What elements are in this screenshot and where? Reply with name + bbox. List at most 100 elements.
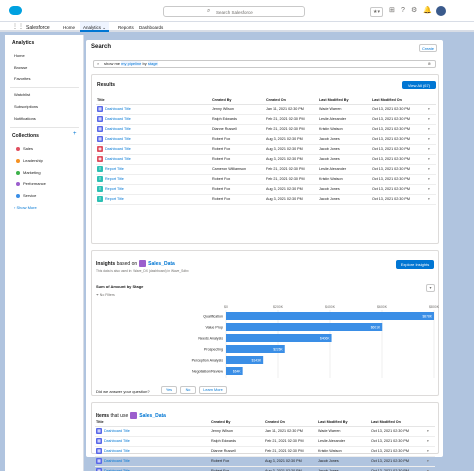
item-title-link[interactable]: Dashboard Title bbox=[105, 146, 131, 151]
item-title-link[interactable]: Dashboard Title bbox=[105, 136, 131, 141]
table-row[interactable]: ≡ Report Title Robert Fox Aug 3, 2021 02:30… bbox=[96, 184, 436, 195]
col-title[interactable]: Title bbox=[96, 96, 211, 105]
row-actions-chevron-down-icon[interactable]: ▾ bbox=[427, 124, 436, 135]
chart-menu-chevron-down-icon[interactable]: ▾ bbox=[426, 284, 435, 292]
col-modified-on[interactable]: Last Modified On bbox=[370, 418, 426, 427]
row-actions-chevron-down-icon[interactable]: ▾ bbox=[427, 184, 436, 195]
item-title-link[interactable]: Dashboard Title bbox=[105, 156, 131, 161]
tab-analytics[interactable]: Analytics ⌄ bbox=[80, 22, 110, 32]
item-title-link[interactable]: Report Title bbox=[105, 166, 124, 171]
favorites-icon[interactable]: ★▾ bbox=[370, 7, 383, 17]
col-created-by[interactable]: Created By bbox=[211, 96, 265, 105]
chevron-down-icon[interactable]: ⌄ bbox=[102, 24, 107, 30]
item-title-link[interactable]: Dashboard Title bbox=[104, 438, 130, 443]
app-launcher-icon[interactable]: ⋮⋮ bbox=[12, 24, 24, 30]
query-token-pipeline[interactable]: my pipeline bbox=[121, 61, 142, 66]
row-actions-chevron-down-icon[interactable]: ▾ bbox=[426, 446, 435, 457]
title-cell[interactable]: ▦ Dashboard Title bbox=[96, 104, 211, 115]
sidebar-item-watchlist[interactable]: Watchlist bbox=[14, 92, 31, 97]
row-actions-chevron-down-icon[interactable]: ▾ bbox=[426, 456, 435, 467]
title-cell[interactable]: ▦ Dashboard Title bbox=[95, 436, 210, 447]
item-title-link[interactable]: Report Title bbox=[105, 186, 124, 191]
collection-performance[interactable]: Performance bbox=[16, 181, 46, 186]
feedback-no-button[interactable]: No bbox=[180, 386, 196, 394]
title-cell[interactable]: ≡ Report Title bbox=[96, 164, 211, 175]
row-actions-chevron-down-icon[interactable]: ▾ bbox=[427, 194, 436, 205]
sidebar-item-subscriptions[interactable]: Subscriptions bbox=[14, 104, 39, 109]
bar[interactable] bbox=[226, 334, 332, 342]
title-cell[interactable]: ≡ Report Title bbox=[96, 174, 211, 185]
feedback-yes-button[interactable]: Yes bbox=[161, 386, 177, 394]
avatar[interactable] bbox=[436, 6, 446, 16]
title-cell[interactable]: ◉ Dashboard Title bbox=[96, 144, 211, 155]
salesforce-logo[interactable] bbox=[9, 6, 22, 15]
title-cell[interactable]: ▦ Dashboard Title bbox=[95, 456, 210, 467]
table-row[interactable]: ≡ Report Title Robert Fox Aug 3, 2021 02:30… bbox=[96, 194, 436, 205]
row-actions-chevron-down-icon[interactable]: ▾ bbox=[427, 134, 436, 145]
show-more-link[interactable]: › Show More bbox=[14, 205, 37, 210]
item-title-link[interactable]: Dashboard Title bbox=[105, 106, 131, 111]
title-cell[interactable]: ▦ Dashboard Title bbox=[95, 426, 210, 437]
sidebar-item-favorites[interactable]: Favorites bbox=[14, 76, 31, 81]
bar[interactable] bbox=[226, 367, 243, 375]
tab-dashboards[interactable]: Dashboards bbox=[139, 24, 164, 30]
row-actions-chevron-down-icon[interactable]: ▾ bbox=[427, 174, 436, 185]
table-row[interactable]: ▦ Dashboard Title Dianne Russell Feb 21, 20… bbox=[96, 124, 436, 135]
explore-insights-button[interactable]: Explore Insights bbox=[396, 260, 434, 269]
item-title-link[interactable]: Dashboard Title bbox=[104, 458, 130, 463]
clear-icon[interactable]: ⊗ bbox=[427, 61, 431, 66]
title-cell[interactable]: ▦ Dashboard Title bbox=[95, 446, 210, 457]
row-actions-chevron-down-icon[interactable]: ▾ bbox=[426, 436, 435, 447]
help-icon[interactable]: ? bbox=[401, 7, 405, 14]
item-title-link[interactable]: Dashboard Title bbox=[104, 428, 130, 433]
add-icon[interactable]: ⊞ bbox=[389, 7, 395, 14]
col-modified-by[interactable]: Last Modified By bbox=[318, 96, 371, 105]
row-actions-chevron-down-icon[interactable]: ▾ bbox=[426, 466, 435, 471]
item-title-link[interactable]: Report Title bbox=[105, 196, 124, 201]
item-title-link[interactable]: Report Title bbox=[105, 176, 124, 181]
table-row[interactable]: ▦ Dashboard Title Jenny Wilson Jan 11, 2021… bbox=[95, 426, 435, 437]
dataset-link[interactable]: Sales_Data bbox=[148, 260, 175, 267]
title-cell[interactable]: ≡ Report Title bbox=[96, 184, 211, 195]
bar[interactable] bbox=[226, 312, 434, 320]
table-row[interactable]: ▦ Dashboard Title Robert Fox Aug 3, 2021 02… bbox=[95, 456, 435, 467]
table-row[interactable]: ≡ Report Title Cameron Williamson Feb 21, 2… bbox=[96, 164, 436, 175]
global-search-input[interactable]: ⌕ Search Salesforce bbox=[163, 6, 305, 17]
col-title[interactable]: Title bbox=[95, 418, 210, 427]
row-actions-chevron-down-icon[interactable]: ▾ bbox=[427, 154, 436, 165]
add-collection-icon[interactable]: + bbox=[73, 131, 77, 137]
title-cell[interactable]: ▦ Dashboard Title bbox=[96, 134, 211, 145]
title-cell[interactable]: ◉ Dashboard Title bbox=[96, 154, 211, 165]
bar[interactable] bbox=[226, 323, 383, 331]
learn-more-button[interactable]: Learn More bbox=[199, 386, 227, 394]
row-actions-chevron-down-icon[interactable]: ▾ bbox=[427, 114, 436, 125]
setup-icon[interactable]: ⚙ bbox=[411, 7, 418, 14]
table-row[interactable]: ▦ Dashboard Title Robert Fox Aug 3, 2021 02… bbox=[96, 134, 436, 145]
table-row[interactable]: ▦ Dashboard Title Dianne Russell Feb 21, 20… bbox=[95, 446, 435, 457]
table-row[interactable]: ◉ Dashboard Title Robert Fox Aug 3, 2021 02… bbox=[96, 154, 436, 165]
collection-marketing[interactable]: Marketing bbox=[16, 170, 41, 175]
row-actions-chevron-down-icon[interactable]: ▾ bbox=[426, 426, 435, 437]
title-cell[interactable]: ▦ Dashboard Title bbox=[96, 124, 211, 135]
table-row[interactable]: ▦ Dashboard Title Ralph Edwards Feb 21, 202… bbox=[96, 114, 436, 125]
sidebar-item-browse[interactable]: Browse bbox=[14, 65, 28, 70]
item-title-link[interactable]: Dashboard Title bbox=[104, 468, 130, 471]
create-button[interactable]: Create bbox=[419, 44, 437, 52]
bar[interactable] bbox=[226, 356, 264, 364]
collection-service[interactable]: Service bbox=[16, 193, 36, 198]
col-created-on[interactable]: Created On bbox=[264, 418, 317, 427]
col-created-by[interactable]: Created By bbox=[210, 418, 264, 427]
collection-leadership[interactable]: Leadership bbox=[16, 158, 43, 163]
dataset-link[interactable]: Sales_Data bbox=[139, 412, 166, 419]
item-title-link[interactable]: Dashboard Title bbox=[104, 448, 130, 453]
col-modified-by[interactable]: Last Modified By bbox=[317, 418, 370, 427]
notifications-icon[interactable]: 🔔 bbox=[423, 7, 432, 14]
table-row[interactable]: ◉ Dashboard Title Robert Fox Aug 3, 2021 02… bbox=[96, 144, 436, 155]
query-token-stage[interactable]: stage bbox=[147, 61, 158, 66]
table-row[interactable]: ▦ Dashboard Title Ralph Edwards Feb 21, 202… bbox=[95, 436, 435, 447]
bar[interactable] bbox=[226, 345, 285, 353]
item-title-link[interactable]: Dashboard Title bbox=[105, 116, 131, 121]
tab-home[interactable]: Home bbox=[63, 24, 76, 30]
table-row[interactable]: ▦ Dashboard Title Robert Fox Aug 3, 2021 02… bbox=[95, 466, 435, 471]
sidebar-item-notifications[interactable]: Notifications bbox=[14, 116, 36, 121]
